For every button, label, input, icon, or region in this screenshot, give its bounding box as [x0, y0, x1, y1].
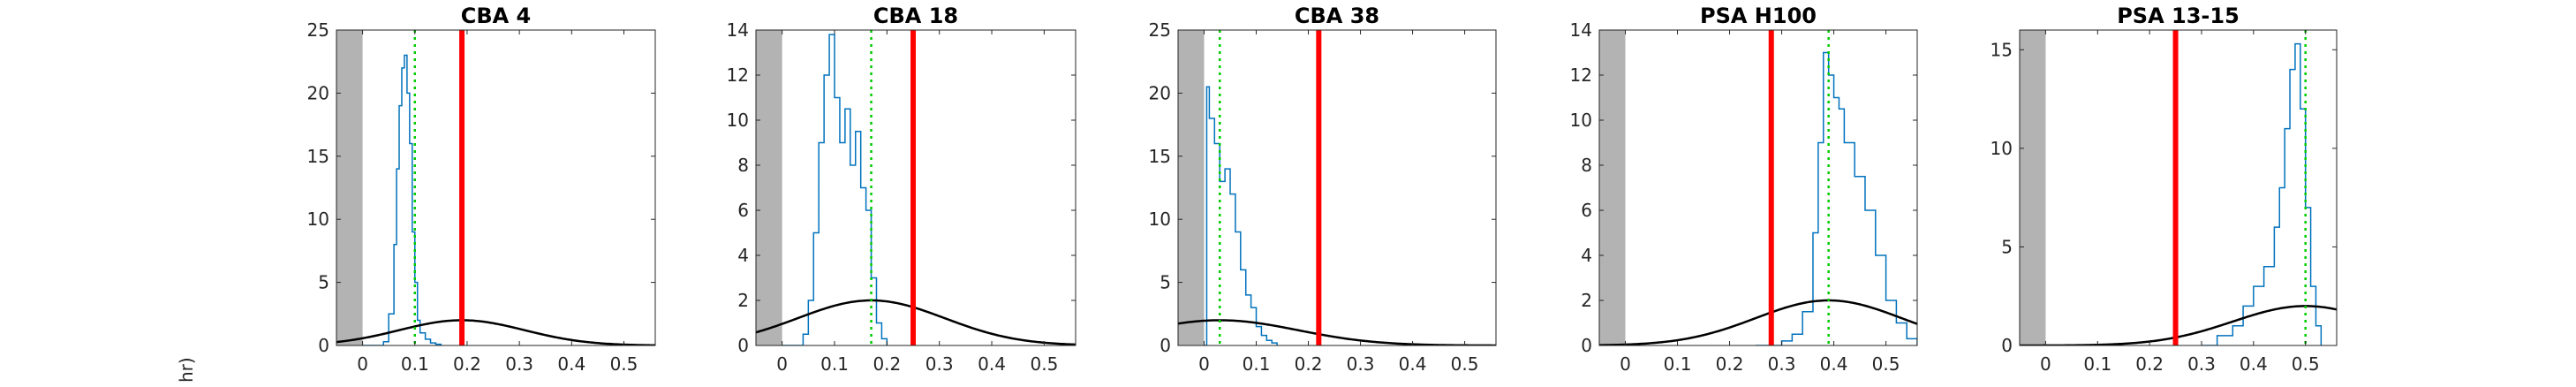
x-tick-label: 0.2 — [1295, 353, 1323, 375]
x-tick-label: 0.1 — [1664, 353, 1692, 375]
x-tick-label: 0.3 — [925, 353, 954, 375]
y-tick-label: 0 — [1581, 335, 1592, 356]
y-tick-label: 6 — [737, 200, 749, 221]
y-tick-label: 4 — [1581, 245, 1592, 266]
chart-panel-1: 0 0.1 0.2 0.3 0.4 0.5 0 5 10 15 20 25 CBA 4 — [307, 4, 656, 375]
y-tick-label: 10 — [307, 209, 329, 230]
x-tick-label: 0.3 — [1768, 353, 1796, 375]
chart-panel-4: 0 0.1 0.2 0.3 0.4 0.5 0 2 4 6 8 10 12 14 PSA H100 — [1570, 4, 1918, 375]
x-tick-label: 0.3 — [1347, 353, 1375, 375]
y-axis-label-partial: hr) — [176, 357, 197, 383]
x-tick-label: 0.2 — [1716, 353, 1744, 375]
x-tick-label: 0 — [776, 353, 788, 375]
chart-title: PSA 13-15 — [2117, 4, 2240, 28]
shaded-region — [2020, 30, 2046, 345]
plot-area — [336, 30, 655, 345]
y-tick-label: 14 — [1570, 19, 1592, 41]
y-tick-label: 0 — [1160, 335, 1171, 356]
y-tick-label: 25 — [1149, 19, 1171, 41]
axes-box — [755, 29, 1076, 346]
x-tick-label: 0.2 — [2135, 353, 2164, 375]
y-tick-label: 10 — [1570, 110, 1592, 131]
y-tick-label: 12 — [727, 64, 749, 86]
gaussian-curve — [1599, 299, 1917, 345]
y-tick-label: 10 — [1991, 138, 2013, 159]
histogram-series — [782, 34, 888, 345]
gaussian-curve — [336, 319, 655, 345]
y-tick-label: 15 — [1991, 39, 2013, 60]
axes-box — [2019, 29, 2338, 346]
plot-content — [1178, 30, 1496, 345]
histogram-series — [362, 54, 442, 345]
x-tick-label: 0.4 — [557, 353, 585, 375]
shaded-region — [1599, 30, 1626, 345]
x-tick-label: 0.5 — [1030, 353, 1058, 375]
chart-panel-3: 0 0.1 0.2 0.3 0.4 0.5 0 5 10 15 20 25 CBA 38 — [1149, 4, 1497, 375]
x-tick-label: 0 — [1620, 353, 1631, 375]
plot-area — [1178, 30, 1496, 345]
histogram-series — [1756, 51, 1917, 345]
shaded-region — [336, 30, 363, 345]
y-tick-label: 0 — [2001, 335, 2013, 356]
x-tick-label: 0.4 — [1820, 353, 1848, 375]
y-tick-label: 25 — [307, 19, 329, 41]
y-tick-label: 15 — [1149, 146, 1171, 167]
x-tick-label: 0.1 — [401, 353, 429, 375]
y-tick-label: 20 — [307, 82, 329, 103]
axes-box — [1598, 29, 1918, 346]
plot-content — [756, 30, 1076, 345]
shaded-region — [756, 30, 782, 345]
y-tick-label: 2 — [737, 290, 749, 311]
y-tick-label: 0 — [318, 335, 329, 356]
x-tick-label: 0.5 — [1872, 353, 1900, 375]
chart-panel-2: 0 0.1 0.2 0.3 0.4 0.5 0 2 4 6 8 10 12 14 CBA 18 — [727, 4, 1076, 375]
plot-content — [1599, 30, 1917, 345]
y-tick-label: 2 — [1581, 290, 1592, 311]
x-tick-label: 0 — [1198, 353, 1210, 375]
plot-content — [2020, 30, 2337, 345]
y-tick-label: 20 — [1149, 82, 1171, 103]
x-tick-label: 0.1 — [2083, 353, 2111, 375]
y-tick-label: 10 — [727, 110, 749, 131]
y-tick-label: 5 — [318, 272, 329, 293]
axes-box — [1177, 29, 1497, 346]
chart-title: CBA 4 — [461, 4, 532, 28]
shaded-region — [1178, 30, 1205, 345]
x-tick-label: 0.1 — [1243, 353, 1271, 375]
y-tick-label: 12 — [1570, 64, 1592, 86]
chart-title: CBA 18 — [873, 4, 958, 28]
x-tick-label: 0.3 — [505, 353, 533, 375]
histogram-series — [1204, 86, 1278, 345]
y-tick-label: 8 — [1581, 155, 1592, 176]
x-tick-label: 0.4 — [978, 353, 1006, 375]
y-tick-label: 6 — [1581, 200, 1592, 221]
plot-area — [1599, 30, 1917, 345]
x-tick-label: 0.4 — [1399, 353, 1427, 375]
x-tick-label: 0.5 — [610, 353, 638, 375]
chart-title: PSA H100 — [1700, 4, 1817, 28]
chart-panel-5: 0 0.1 0.2 0.3 0.4 0.5 0 5 10 15 PSA 13-15 — [1991, 4, 2338, 375]
chart-title: CBA 38 — [1295, 4, 1379, 28]
y-tick-label: 10 — [1149, 209, 1171, 230]
plot-content — [336, 30, 655, 345]
x-tick-label: 0.2 — [453, 353, 481, 375]
y-tick-label: 15 — [307, 146, 329, 167]
x-tick-label: 0.2 — [873, 353, 901, 375]
y-tick-label: 8 — [737, 155, 749, 176]
x-tick-label: 0.4 — [2240, 353, 2268, 375]
x-tick-label: 0.5 — [2292, 353, 2320, 375]
x-tick-label: 0.1 — [820, 353, 849, 375]
y-tick-label: 5 — [1160, 272, 1171, 293]
x-tick-label: 0 — [357, 353, 368, 375]
histogram-series — [2201, 42, 2323, 345]
y-tick-label: 4 — [737, 245, 749, 266]
x-tick-label: 0.5 — [1451, 353, 1479, 375]
x-tick-label: 0 — [2040, 353, 2051, 375]
y-tick-label: 5 — [2001, 236, 2013, 257]
y-tick-label: 0 — [737, 335, 749, 356]
x-tick-label: 0.3 — [2187, 353, 2216, 375]
axes-box — [336, 29, 656, 346]
y-tick-label: 14 — [727, 19, 749, 41]
